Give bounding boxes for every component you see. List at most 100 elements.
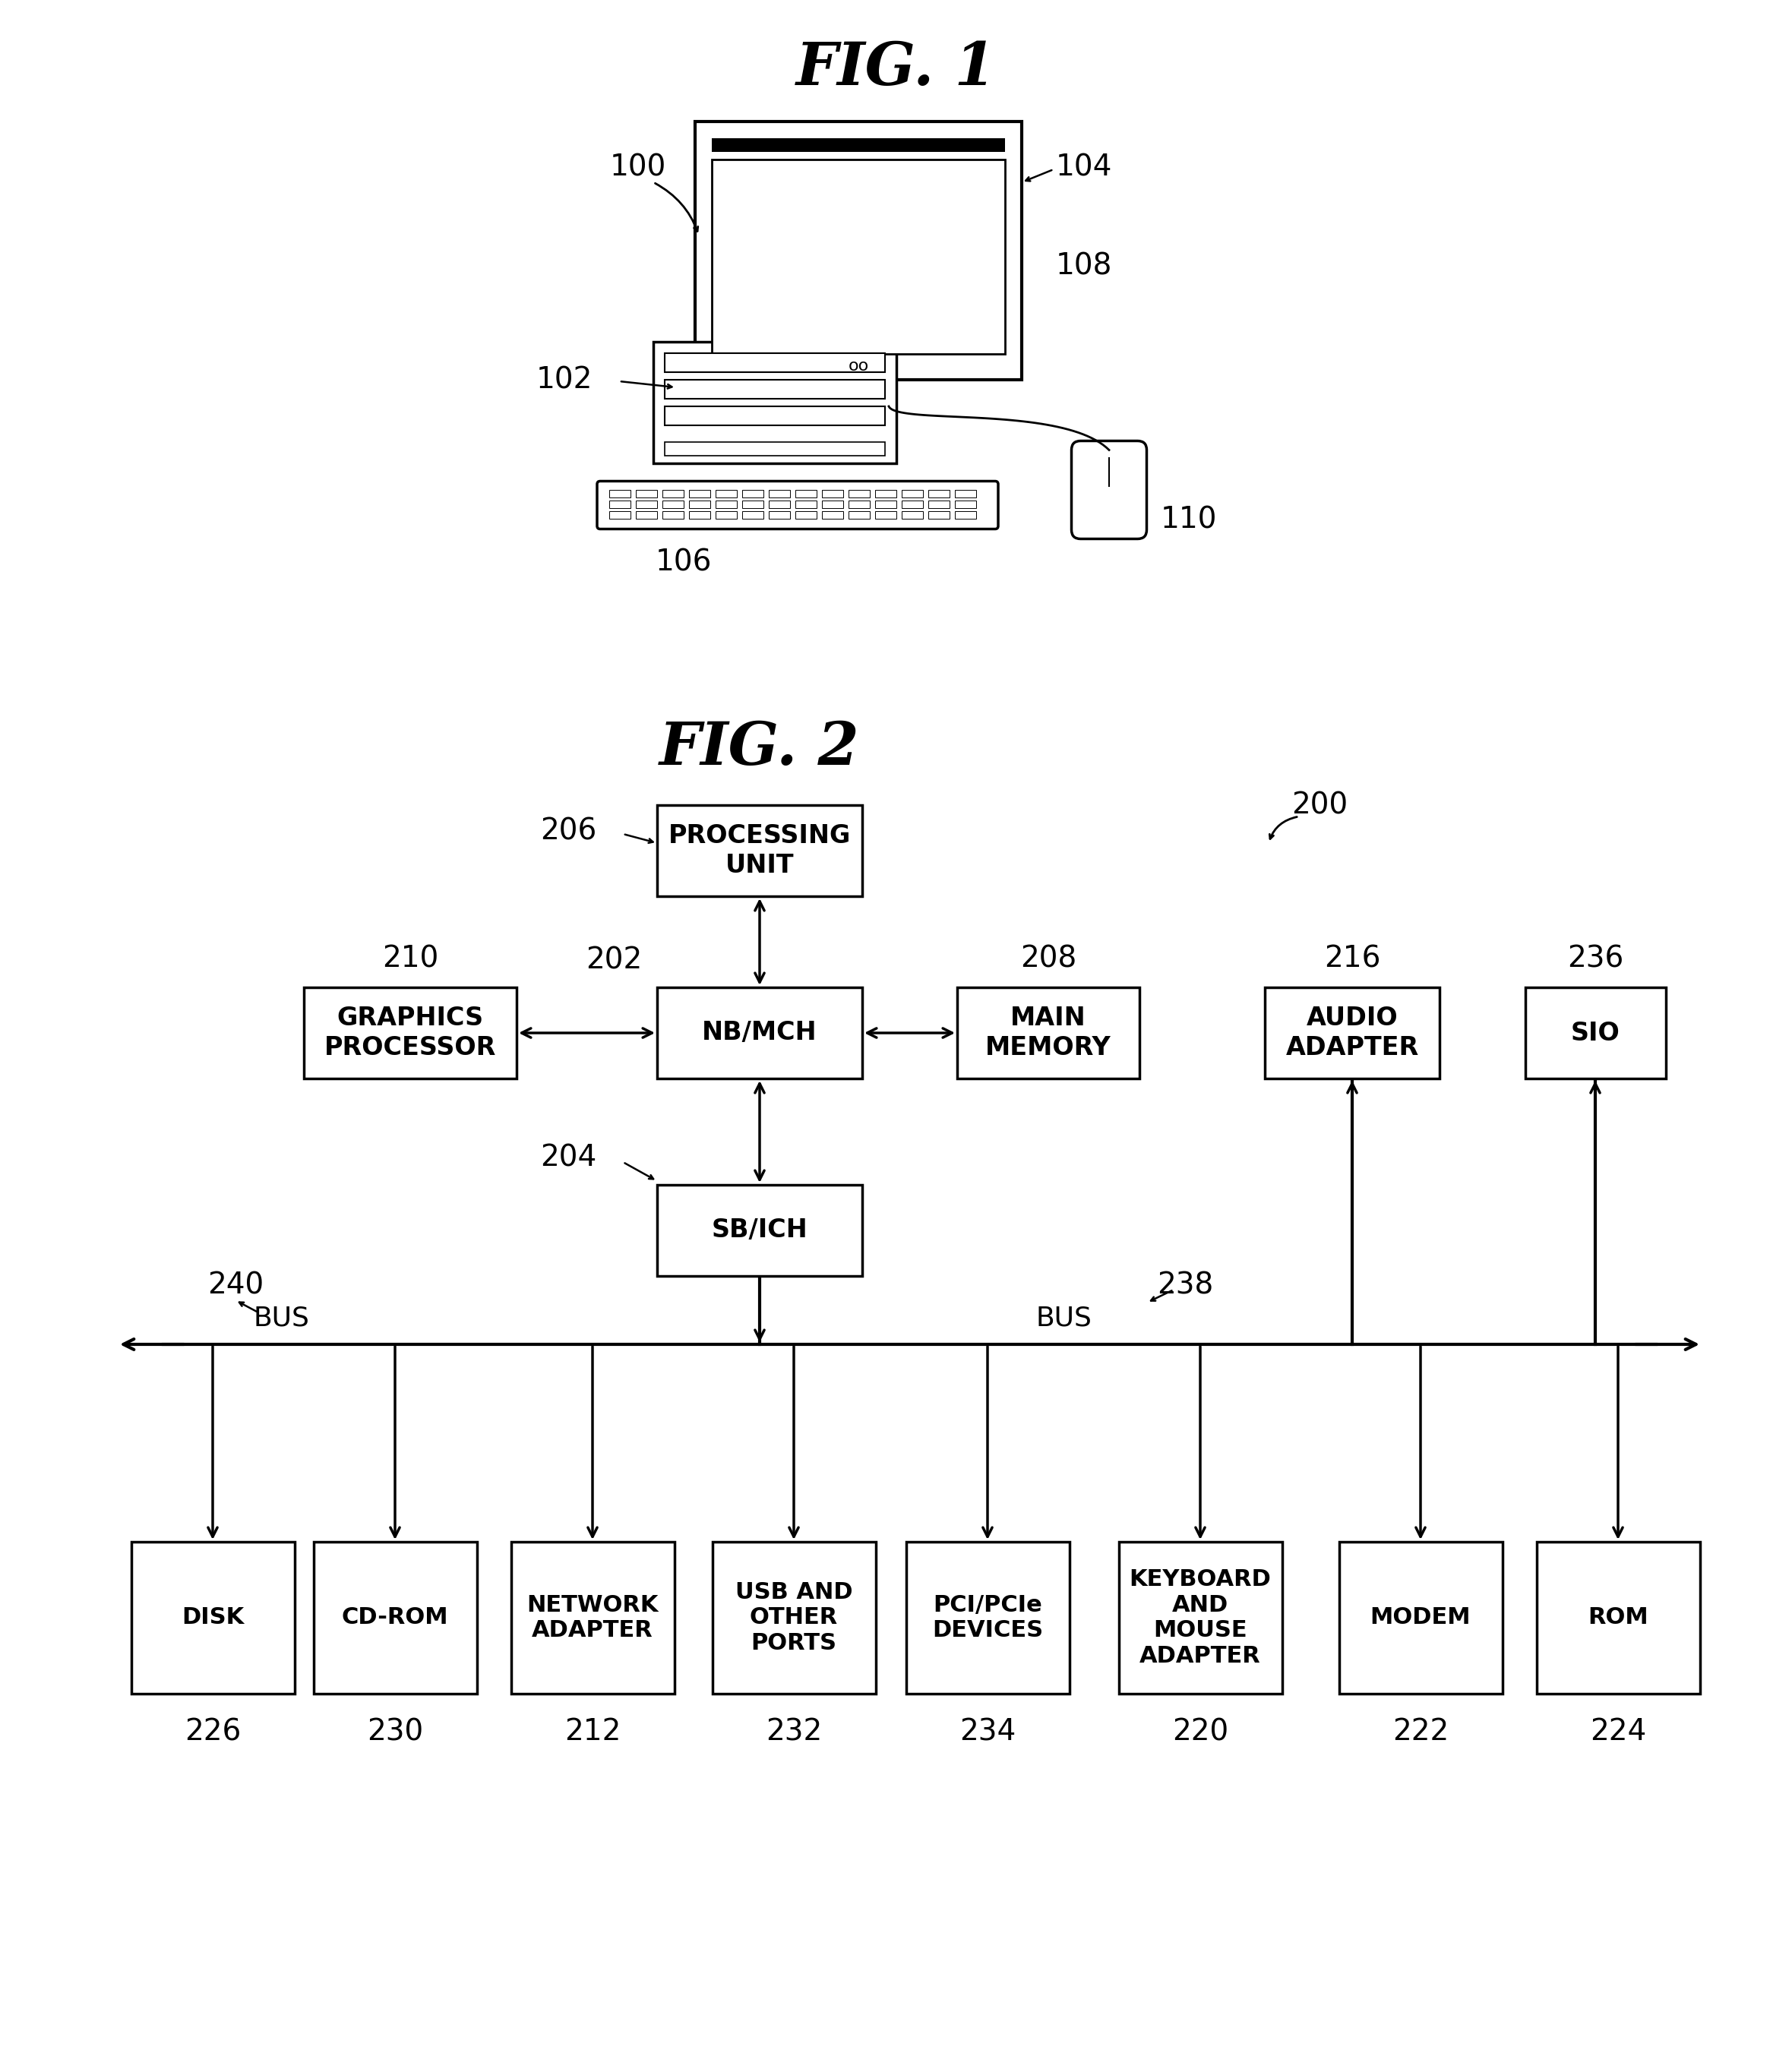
Text: NB/MCH: NB/MCH (702, 1020, 817, 1044)
Bar (665, 354, 885, 372)
Bar (742, 500, 763, 508)
Text: SIO: SIO (1570, 1020, 1620, 1044)
Text: 238: 238 (1158, 1271, 1213, 1299)
Bar (849, 489, 869, 498)
Bar (901, 500, 923, 508)
Bar (1536, 1542, 1699, 1694)
Text: 110: 110 (1161, 506, 1217, 535)
FancyBboxPatch shape (1072, 440, 1147, 539)
Bar (305, 987, 516, 1079)
Text: FIG. 2: FIG. 2 (659, 720, 860, 777)
Text: 224: 224 (1590, 1717, 1647, 1746)
Text: 236: 236 (1566, 944, 1624, 972)
Text: 202: 202 (586, 946, 642, 975)
Bar (849, 510, 869, 518)
Text: FIG. 1: FIG. 1 (796, 39, 996, 97)
Bar (511, 1542, 674, 1694)
Text: BUS: BUS (253, 1306, 310, 1330)
Bar (715, 489, 737, 498)
Bar (695, 121, 1021, 380)
Bar (955, 489, 977, 498)
Bar (874, 500, 896, 508)
Bar (711, 1542, 876, 1694)
Text: USB AND
OTHER
PORTS: USB AND OTHER PORTS (735, 1581, 853, 1655)
Text: GRAPHICS
PROCESSOR: GRAPHICS PROCESSOR (324, 1005, 496, 1061)
Bar (131, 1542, 294, 1694)
Text: 226: 226 (185, 1717, 240, 1746)
Bar (665, 407, 885, 426)
Bar (688, 489, 710, 498)
Bar (1525, 987, 1665, 1079)
Bar (609, 500, 631, 508)
Text: 204: 204 (539, 1143, 597, 1172)
Text: 206: 206 (539, 816, 597, 847)
Bar (796, 510, 817, 518)
Bar (928, 500, 950, 508)
Bar (636, 500, 658, 508)
Text: 240: 240 (208, 1271, 263, 1299)
Bar (823, 500, 844, 508)
Bar (636, 489, 658, 498)
Bar (823, 510, 844, 518)
Bar (928, 510, 950, 518)
Bar (955, 500, 977, 508)
FancyBboxPatch shape (597, 481, 998, 528)
Bar (928, 489, 950, 498)
Bar (609, 489, 631, 498)
Bar (711, 160, 1005, 354)
Text: AUDIO
ADAPTER: AUDIO ADAPTER (1285, 1005, 1419, 1061)
Text: 222: 222 (1392, 1717, 1448, 1746)
Text: NETWORK
ADAPTER: NETWORK ADAPTER (527, 1593, 658, 1641)
Bar (1118, 1542, 1281, 1694)
Bar (688, 500, 710, 508)
Bar (715, 500, 737, 508)
Text: MODEM: MODEM (1371, 1606, 1471, 1628)
Text: 212: 212 (564, 1717, 620, 1746)
Bar (742, 510, 763, 518)
Text: SB/ICH: SB/ICH (711, 1217, 808, 1244)
Text: DISK: DISK (181, 1606, 244, 1628)
Bar (663, 489, 685, 498)
Bar (828, 380, 889, 403)
Bar (769, 500, 790, 508)
Bar (901, 489, 923, 498)
Text: 200: 200 (1292, 792, 1348, 820)
Bar (636, 510, 658, 518)
Text: ROM: ROM (1588, 1606, 1649, 1628)
Text: 230: 230 (367, 1717, 423, 1746)
Text: 216: 216 (1324, 944, 1380, 972)
Bar (769, 489, 790, 498)
Bar (654, 341, 896, 463)
Bar (663, 510, 685, 518)
Text: 232: 232 (765, 1717, 823, 1746)
Bar (663, 500, 685, 508)
Text: BUS: BUS (1036, 1306, 1091, 1330)
Bar (715, 510, 737, 518)
Text: 104: 104 (1055, 152, 1113, 181)
Bar (955, 510, 977, 518)
Bar (796, 500, 817, 508)
Text: PCI/PCIe
DEVICES: PCI/PCIe DEVICES (932, 1593, 1043, 1641)
Bar (658, 806, 862, 896)
Bar (658, 987, 862, 1079)
Bar (609, 510, 631, 518)
Bar (1265, 987, 1439, 1079)
Bar (688, 510, 710, 518)
Bar (711, 138, 1005, 152)
Bar (901, 510, 923, 518)
Bar (796, 489, 817, 498)
Text: PROCESSING
UNIT: PROCESSING UNIT (668, 824, 851, 878)
Bar (769, 510, 790, 518)
Bar (665, 380, 885, 399)
Text: 208: 208 (1020, 944, 1077, 972)
Bar (849, 500, 869, 508)
Text: CD-ROM: CD-ROM (342, 1606, 448, 1628)
Text: 210: 210 (382, 944, 439, 972)
Text: oo: oo (848, 358, 869, 374)
Bar (314, 1542, 477, 1694)
Bar (957, 987, 1140, 1079)
Bar (874, 489, 896, 498)
Bar (823, 489, 844, 498)
Bar (742, 489, 763, 498)
Text: KEYBOARD
AND
MOUSE
ADAPTER: KEYBOARD AND MOUSE ADAPTER (1129, 1569, 1271, 1667)
